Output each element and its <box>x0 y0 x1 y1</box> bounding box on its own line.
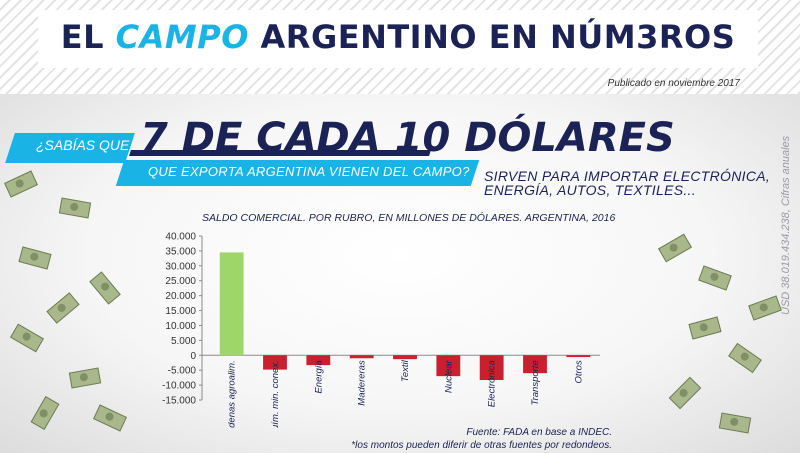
y-tick-label: 0 <box>190 351 196 362</box>
bar-7 <box>523 355 547 374</box>
headline-side: SIRVEN PARA IMPORTAR ELECTRÓNICA, ENERGÍ… <box>484 168 771 198</box>
page-title: EL CAMPO ARGENTINO EN NÚM3ROS <box>60 18 736 56</box>
x-tick-label: Nuclear <box>443 359 454 393</box>
vertical-note-box: USD 38.019.434.238, Cifras anuales <box>778 120 792 320</box>
bar-1 <box>263 355 287 370</box>
x-tick-label: Otros <box>573 360 584 383</box>
headline-sub: QUE EXPORTA ARGENTINA VIENEN DEL CAMPO? <box>148 164 470 179</box>
y-tick-label: -10.000 <box>162 381 196 392</box>
header-banner: EL CAMPO ARGENTINO EN NÚM3ROS Publicado … <box>0 0 800 94</box>
bar-2 <box>306 355 331 366</box>
y-tick-label: 30.000 <box>165 261 196 272</box>
bar-6 <box>479 355 504 381</box>
y-tick-label: 40.000 <box>165 232 196 243</box>
chart-title: SALDO COMERCIAL. POR RUBRO, EN MILLONES … <box>202 212 616 224</box>
bar-0 <box>219 252 244 356</box>
y-tick-label: 5.000 <box>171 336 196 347</box>
title-accent: CAMPO <box>115 18 249 56</box>
x-tick-label: Quím. min. conex. <box>270 360 281 428</box>
bar-4 <box>393 355 417 360</box>
x-tick-label: Cadenas agroalim. <box>227 360 238 428</box>
y-tick-label: 25.000 <box>165 276 196 287</box>
y-tick-label: 15.000 <box>165 306 196 317</box>
bar-8 <box>566 355 591 358</box>
bar-5 <box>436 355 461 377</box>
published-date: Publicado en noviembre 2017 <box>607 78 740 89</box>
y-tick-label: 35.000 <box>165 246 196 257</box>
rounding-note: *los montos pueden diferir de otras fuen… <box>351 440 612 451</box>
y-tick-label: 10.000 <box>165 321 196 332</box>
x-tick-label: Energía <box>313 360 324 393</box>
title-box: EL CAMPO ARGENTINO EN NÚM3ROS <box>38 10 758 68</box>
vertical-note: USD 38.019.434.238, Cifras anuales <box>780 135 792 315</box>
headline-big: 7 DE CADA 10 DÓLARES <box>140 115 675 161</box>
x-tick-label: Transporte <box>530 360 541 405</box>
source-note: Fuente: FADA en base a INDEC. <box>466 427 612 438</box>
x-tick-label: Madereras <box>357 360 368 406</box>
bar-3 <box>349 355 374 359</box>
headline-question: ¿SABÍAS QUE <box>36 137 130 153</box>
bar-chart: 40.000 35.000 30.000 25.000 20.000 15.000 10.0… <box>162 232 600 428</box>
y-tick-label: -15.000 <box>162 396 196 407</box>
y-tick-label: 20.000 <box>165 291 196 302</box>
x-tick-label: Electrónica <box>487 360 498 407</box>
y-tick-label: -5.000 <box>168 366 197 377</box>
x-tick-label: Textil <box>400 359 411 382</box>
